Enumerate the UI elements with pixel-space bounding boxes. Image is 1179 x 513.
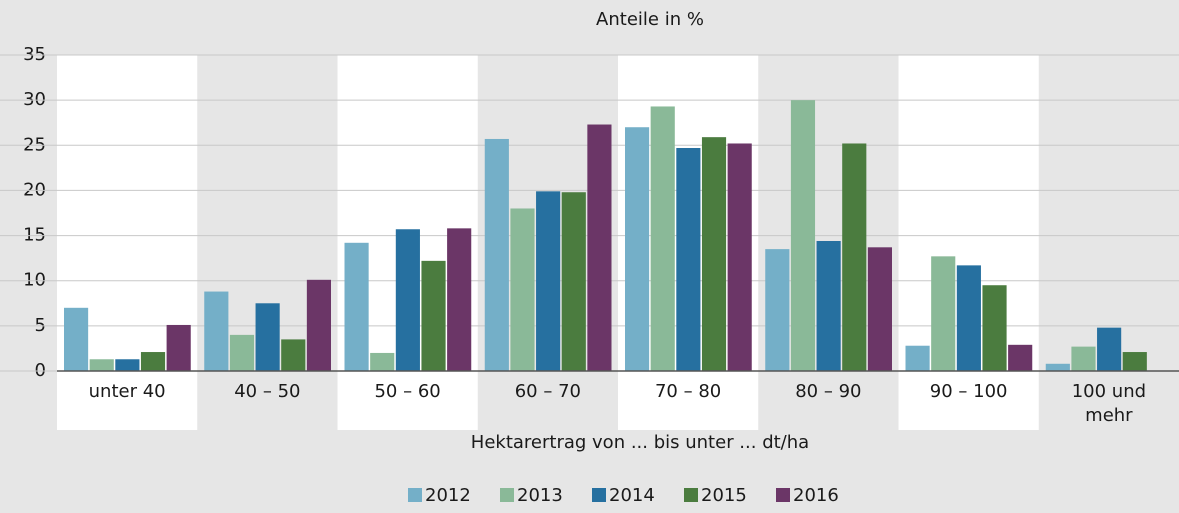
bar xyxy=(816,240,841,371)
bar xyxy=(255,303,280,371)
bar xyxy=(64,307,89,371)
bar xyxy=(790,100,816,372)
x-tick-label: 40 – 50 xyxy=(234,381,301,402)
bar xyxy=(905,345,930,371)
x-tick-label: 90 – 100 xyxy=(929,381,1008,402)
x-tick-label: 80 – 90 xyxy=(795,381,862,402)
bar xyxy=(561,192,586,371)
bar xyxy=(1008,344,1033,371)
x-tick-label: 50 – 60 xyxy=(374,381,441,402)
bar xyxy=(727,143,752,371)
bar xyxy=(89,359,114,371)
bar xyxy=(956,265,981,371)
category-band xyxy=(57,55,198,430)
bar xyxy=(625,127,650,371)
bar xyxy=(166,324,191,371)
bar xyxy=(447,228,472,371)
bar xyxy=(395,229,420,371)
bar xyxy=(931,256,956,371)
bar xyxy=(370,352,395,371)
legend-swatch xyxy=(684,488,698,502)
legend-swatch xyxy=(592,488,606,502)
bar xyxy=(281,339,306,371)
bar xyxy=(229,334,255,371)
bar xyxy=(536,191,561,371)
legend-label: 2016 xyxy=(793,485,839,506)
bar xyxy=(306,279,331,371)
legend-swatch xyxy=(500,488,514,502)
chart-title: Anteile in % xyxy=(596,9,704,30)
bar xyxy=(484,138,509,371)
bar xyxy=(1071,346,1096,371)
bar xyxy=(1097,327,1122,371)
x-tick-label: 60 – 70 xyxy=(514,381,581,402)
bar xyxy=(115,359,140,371)
x-tick-label: 70 – 80 xyxy=(654,381,722,402)
bar xyxy=(587,124,612,372)
bar xyxy=(765,249,790,371)
bar xyxy=(982,285,1007,371)
legend-label: 2012 xyxy=(425,485,471,506)
category-band xyxy=(898,55,1039,430)
bar xyxy=(140,352,166,371)
bar xyxy=(1045,363,1070,371)
legend-label: 2015 xyxy=(701,485,747,506)
x-axis-title: Hektarertrag von ... bis unter ... dt/ha xyxy=(471,432,809,453)
bar xyxy=(842,143,867,371)
bar xyxy=(510,208,535,371)
bar xyxy=(204,291,229,371)
legend-label: 2013 xyxy=(517,485,563,506)
bar xyxy=(867,247,892,371)
bar xyxy=(676,147,701,371)
bar xyxy=(1122,352,1147,371)
legend-swatch xyxy=(408,488,422,502)
x-tick-label: unter 40 xyxy=(88,381,166,402)
bar xyxy=(344,242,369,371)
legend-label: 2014 xyxy=(609,485,655,506)
legend-swatch xyxy=(776,488,790,502)
bar xyxy=(650,106,675,371)
bar xyxy=(701,137,727,371)
x-tick-label: 100 und mehr xyxy=(1071,381,1147,426)
bar xyxy=(421,260,446,371)
